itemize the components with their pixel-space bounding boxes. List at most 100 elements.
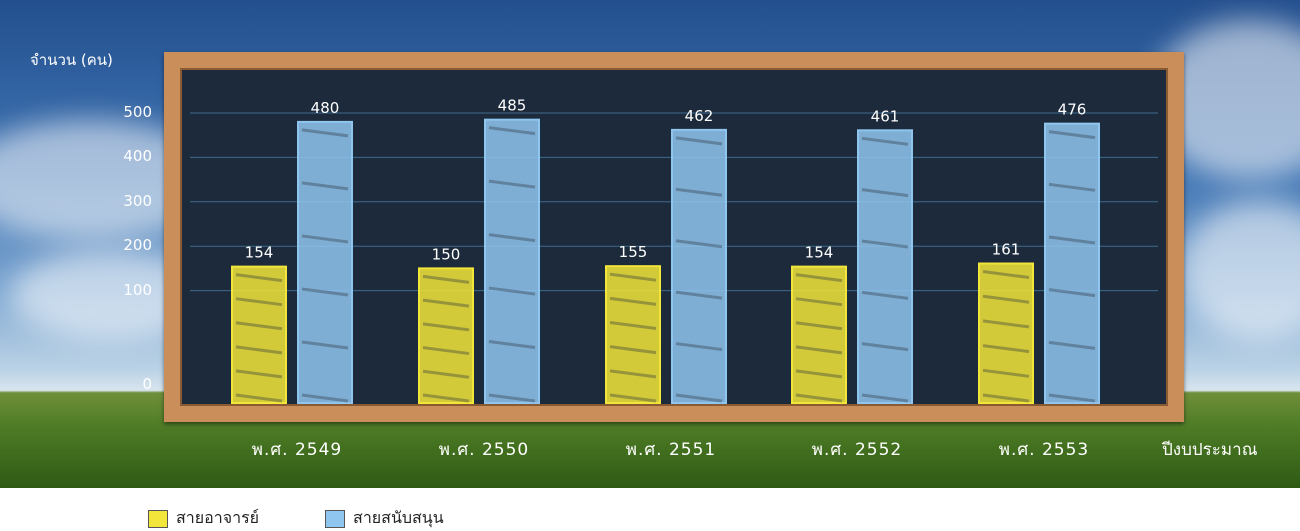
bar-support-3 — [857, 129, 913, 404]
data-label: 161 — [992, 241, 1021, 259]
data-label: 150 — [432, 245, 461, 263]
x-tick-label: พ.ศ. 2550 — [438, 440, 530, 460]
bar-texture — [1048, 393, 1096, 403]
y-tick-label: 500 — [123, 103, 152, 121]
bar-texture — [609, 321, 657, 330]
bar-texture — [422, 393, 470, 403]
x-axis-title: ปีงบประมาณ — [1162, 440, 1258, 460]
legend-swatch-series-1 — [148, 509, 168, 528]
bar-texture — [982, 344, 1030, 354]
x-tick-label: พ.ศ. 2549 — [251, 440, 343, 460]
bar-texture — [609, 272, 657, 282]
bar-texture — [675, 393, 723, 403]
bar-texture — [301, 181, 349, 191]
y-tick-label: 100 — [123, 280, 152, 299]
legend: สายอาจารย์ สายสนับสนุน — [148, 506, 444, 531]
bar-texture — [675, 187, 723, 197]
bar-texture — [235, 273, 283, 283]
data-label: 462 — [685, 107, 714, 125]
bar-texture — [301, 393, 349, 403]
bar-texture — [609, 369, 657, 379]
data-label: 485 — [498, 97, 527, 115]
bar-texture — [675, 239, 723, 249]
bar-texture — [795, 273, 843, 283]
bar-faculty-1 — [418, 267, 474, 404]
bar-texture — [488, 340, 536, 350]
y-axis-title: จำนวน (คน) — [30, 51, 113, 69]
bar-faculty-3 — [791, 265, 847, 404]
bar-texture — [1048, 340, 1096, 350]
x-tick-label: พ.ศ. 2551 — [625, 440, 717, 460]
data-label: 476 — [1058, 101, 1087, 119]
y-tick-label: 200 — [123, 236, 152, 255]
bar-texture — [861, 239, 909, 249]
chalkboard: 154 480 150 485 155 462 154 461 161 476 — [164, 52, 1184, 422]
data-label: 480 — [311, 99, 340, 117]
legend-label-series-2: สายสนับสนุน — [353, 508, 444, 527]
data-label: 155 — [619, 243, 648, 261]
bar-texture — [795, 345, 843, 355]
y-tick-label: 0 — [142, 375, 152, 393]
data-label: 154 — [245, 244, 274, 262]
legend-label-series-1: สายอาจารย์ — [176, 508, 260, 527]
bar-texture — [675, 290, 723, 300]
bar-faculty-2 — [605, 265, 661, 404]
bar-faculty-4 — [978, 262, 1034, 404]
bar-texture — [795, 393, 843, 403]
data-label: 461 — [871, 107, 900, 125]
bar-support-1 — [484, 118, 540, 404]
bar-texture — [609, 393, 657, 403]
bar-texture — [795, 369, 843, 379]
bar-texture — [301, 234, 349, 244]
bar-texture — [1048, 130, 1096, 140]
bar-texture — [675, 342, 723, 352]
bar-texture — [235, 345, 283, 355]
bar-support-0 — [297, 120, 353, 404]
bar-texture — [609, 345, 657, 355]
bar-texture — [675, 136, 723, 146]
legend-swatch-series-2 — [325, 509, 346, 528]
bar-texture — [422, 346, 470, 356]
x-tick-label: พ.ศ. 2552 — [811, 440, 903, 460]
legend-item-series-1: สายอาจารย์ — [148, 506, 259, 531]
bar-texture — [235, 297, 283, 307]
bar-texture — [609, 296, 657, 306]
bar-texture — [861, 188, 909, 198]
bar-texture — [301, 287, 349, 297]
bar-texture — [235, 369, 283, 379]
bar-texture — [301, 340, 349, 350]
bar-texture — [488, 393, 536, 403]
bar-texture — [488, 126, 536, 136]
data-label: 154 — [805, 244, 834, 262]
bar-texture — [982, 294, 1030, 304]
cloud-right-lower — [1180, 200, 1300, 340]
y-tick-label: 400 — [123, 147, 152, 166]
bar-texture — [422, 274, 470, 284]
bar-texture — [235, 393, 283, 403]
bar-support-4 — [1044, 122, 1100, 404]
bar-texture — [861, 342, 909, 352]
y-tick-label: 300 — [123, 191, 152, 210]
bar-support-2 — [671, 128, 727, 404]
bar-texture — [422, 369, 470, 379]
bar-texture — [795, 297, 843, 307]
bar-faculty-0 — [231, 265, 287, 404]
bar-texture — [982, 368, 1030, 378]
bar-texture — [301, 128, 349, 138]
chart-scene: จำนวน (คน) 0 100 200 300 400 500 154 480 150 485… — [0, 0, 1300, 488]
bar-texture — [422, 322, 470, 332]
bar-texture — [488, 286, 536, 296]
bar-texture — [982, 270, 1030, 280]
bar-texture — [795, 321, 843, 331]
bar-texture — [861, 290, 909, 300]
bar-texture — [488, 179, 536, 189]
bar-texture — [235, 321, 283, 331]
bar-texture — [982, 319, 1030, 329]
bar-texture — [422, 298, 470, 308]
legend-item-series-2: สายสนับสนุน — [325, 506, 444, 531]
bar-texture — [1048, 235, 1096, 245]
bar-texture — [861, 136, 909, 146]
bar-texture — [488, 233, 536, 243]
bar-texture — [861, 393, 909, 403]
bar-texture — [982, 393, 1030, 403]
